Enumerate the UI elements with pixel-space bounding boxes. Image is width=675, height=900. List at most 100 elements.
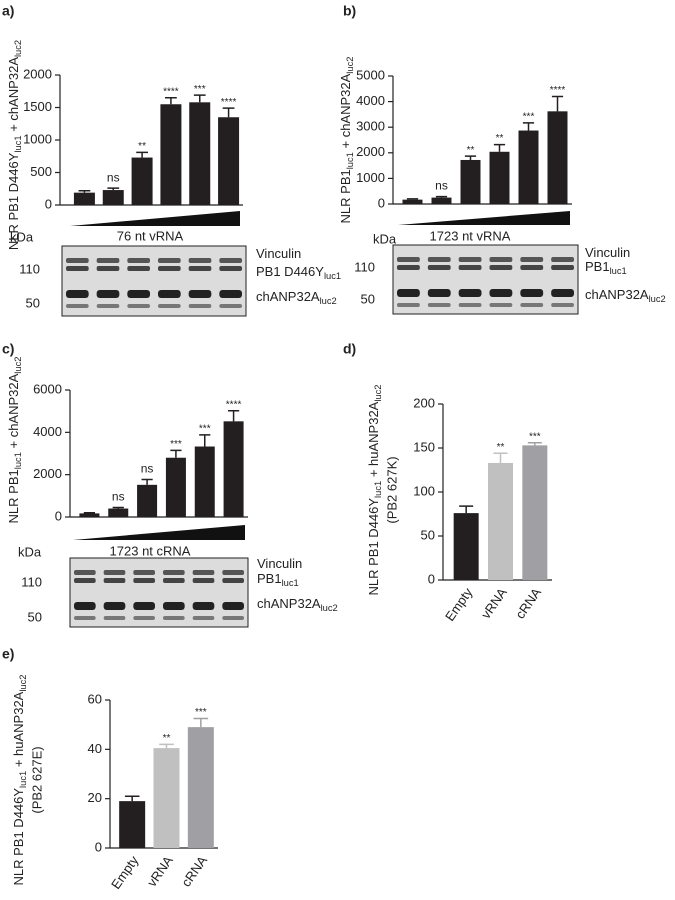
bar: [108, 508, 129, 517]
error-bar: [112, 506, 124, 509]
blot-band: [520, 303, 544, 307]
y-axis-label-part: luc1: [345, 152, 355, 169]
blot-band: [163, 578, 185, 583]
blot-band: [219, 304, 242, 308]
error-bar: [124, 795, 140, 802]
y-axis-label-part: + chANP32A: [338, 73, 353, 152]
error-bar: [193, 717, 209, 728]
blot-band: [397, 265, 420, 270]
dose-triangle: [70, 211, 240, 226]
blot-band: [222, 616, 244, 620]
bar: [518, 130, 539, 204]
y-tick-label: 0: [45, 196, 52, 211]
y-tick-label: 5000: [356, 67, 385, 82]
panel-letter: e): [2, 646, 14, 662]
y-tick-label: 6000: [33, 381, 62, 396]
significance-label: ***: [529, 431, 541, 442]
blot-band: [103, 570, 126, 575]
blot-band: [158, 266, 181, 271]
significance-label: ****: [226, 399, 242, 410]
blot-band: [458, 265, 482, 270]
error-bar: [464, 155, 477, 160]
blot-band: [397, 257, 420, 262]
blot-band: [192, 578, 215, 583]
blot-unit: kDa: [373, 231, 397, 246]
y-axis-label-part: + chANP32A: [6, 57, 21, 136]
blot-band: [489, 289, 513, 297]
y-axis-label-part: luc1: [13, 135, 23, 152]
y-tick-label: 2000: [23, 66, 52, 81]
y-tick-label: 1000: [356, 170, 385, 185]
blot-label-part: luc2: [321, 603, 338, 613]
blot-band: [397, 303, 420, 307]
blot-band: [188, 266, 212, 271]
blot-band: [458, 289, 482, 297]
bar: [137, 484, 158, 517]
blot-label-part: PB1: [585, 259, 610, 274]
y-axis-label-part: luc1: [18, 771, 28, 788]
blot-band: [551, 265, 574, 270]
blot-band: [127, 258, 150, 263]
y-tick-label: 500: [30, 164, 52, 179]
y-axis-label-part: + huANP32A: [366, 401, 381, 480]
bar: [460, 159, 481, 204]
error-bar: [435, 195, 448, 198]
y-axis-label-part: NLR PB1 D446Y: [366, 498, 381, 596]
blot-band: [520, 265, 544, 270]
bar: [218, 117, 240, 205]
significance-label: ***: [199, 424, 211, 435]
bar: [73, 192, 95, 205]
blot-marker: 50: [26, 295, 40, 310]
y-axis-label-part: NLR PB1: [338, 169, 353, 223]
blot-label: PB1 D446Yluc1: [256, 264, 341, 281]
panel-letter: c): [2, 341, 14, 357]
x-tick-label: vRNA: [478, 585, 510, 622]
bar: [489, 151, 510, 204]
blot-image: [69, 557, 249, 628]
bar: [119, 801, 146, 848]
significance-label: ***: [195, 707, 207, 718]
blot-label-part: luc2: [320, 296, 337, 306]
blot-marker: 110: [19, 261, 40, 276]
blot-image: [392, 244, 579, 315]
y-tick-label: 0: [95, 839, 102, 854]
bar: [131, 157, 153, 205]
blot-band: [192, 602, 215, 610]
y-axis-label: NLR PB1 D446Yluc1 + chANP32Aluc2: [6, 40, 23, 250]
blot-band: [219, 290, 242, 298]
bar: [102, 190, 124, 205]
significance-label: ns: [107, 170, 120, 184]
significance-label: ns: [112, 490, 125, 504]
blot-band: [96, 266, 120, 271]
bar: [223, 421, 244, 517]
error-bar: [527, 441, 542, 446]
blot-band: [427, 303, 451, 307]
blot-band: [74, 570, 96, 575]
y-tick-label: 1500: [23, 99, 52, 114]
blot-band: [103, 602, 126, 610]
y-axis-label-part: NLR PB1: [6, 469, 21, 523]
y-tick-label: 0: [378, 195, 385, 210]
blot-band: [458, 303, 482, 307]
blot-label: Vinculin: [585, 245, 630, 260]
blot-band: [489, 257, 513, 262]
blot-marker: 110: [21, 574, 42, 589]
blot-band: [489, 303, 513, 307]
blot-band: [103, 578, 126, 583]
y-axis-label-part: luc2: [13, 40, 23, 57]
bar: [402, 199, 423, 204]
blot-band: [520, 289, 544, 297]
blot-band: [192, 570, 215, 575]
error-bar: [227, 409, 240, 422]
blot-band: [427, 289, 451, 297]
blot-label: chANP32Aluc2: [256, 289, 337, 306]
panel-letter: b): [343, 3, 356, 19]
y-axis-label: NLR PB1 D446Yluc1 + huANP32Aluc2: [11, 674, 28, 885]
significance-label: ns: [141, 462, 154, 476]
significance-label: ****: [550, 85, 566, 96]
dose-triangle: [398, 211, 570, 225]
blot-band: [66, 290, 89, 298]
blot-band: [192, 616, 215, 620]
y-axis-label-part: + huANP32A: [11, 691, 26, 770]
blot-band: [222, 578, 244, 583]
